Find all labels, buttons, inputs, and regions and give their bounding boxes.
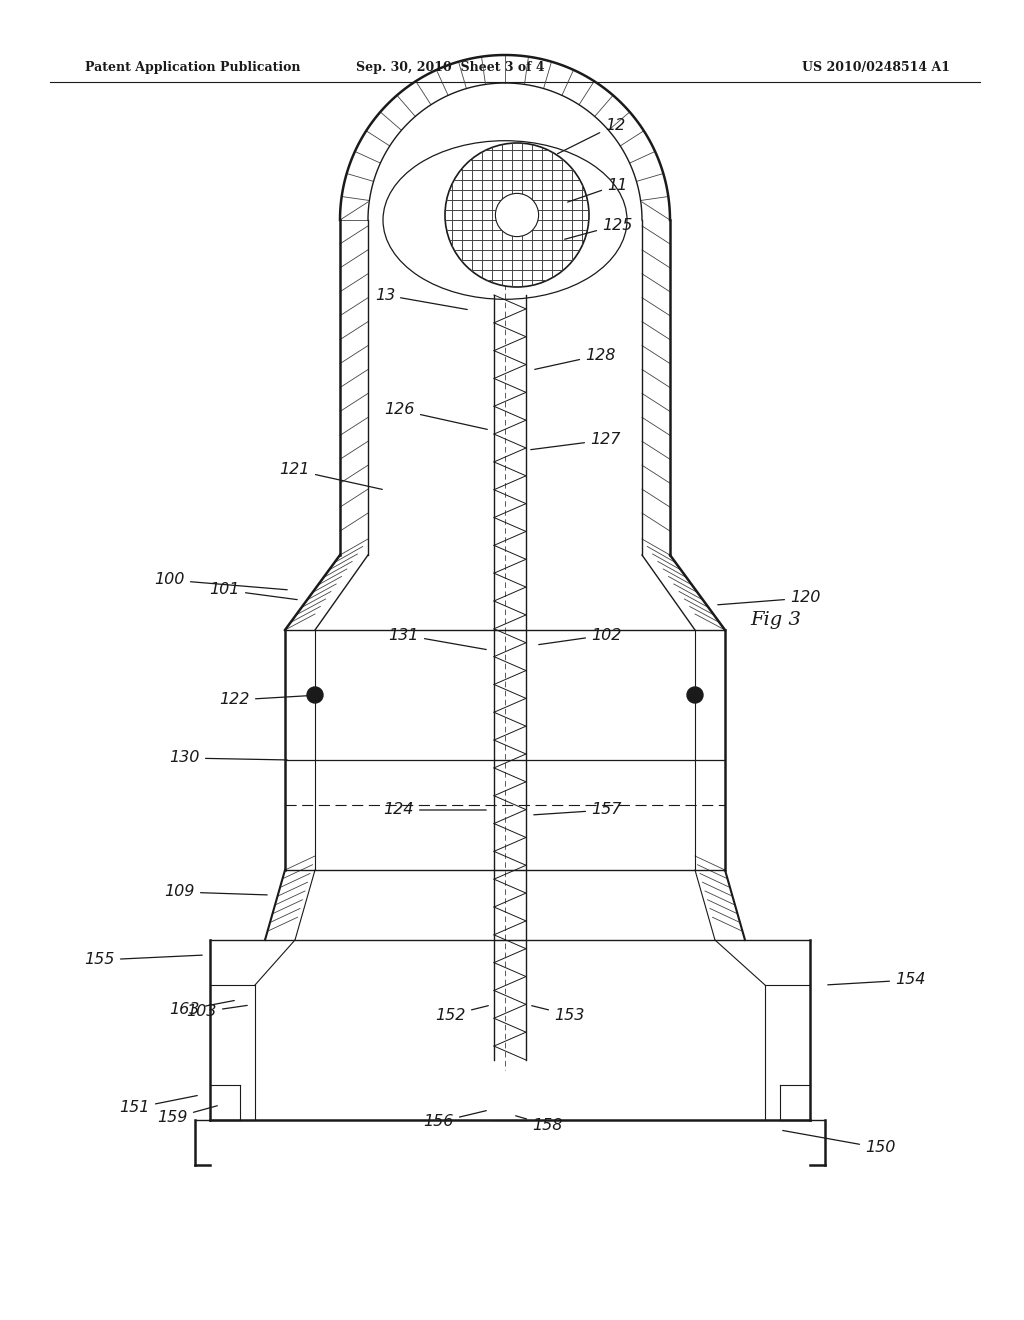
Text: 12: 12 [557,117,626,153]
Text: 103: 103 [186,1005,247,1019]
Text: 13: 13 [375,288,467,309]
Text: Sep. 30, 2010  Sheet 3 of 4: Sep. 30, 2010 Sheet 3 of 4 [355,62,545,74]
Text: 128: 128 [535,347,615,370]
Text: 122: 122 [219,693,317,708]
Text: 155: 155 [85,953,202,968]
Text: 154: 154 [827,973,926,987]
Text: 159: 159 [158,1106,217,1126]
Text: 101: 101 [210,582,297,599]
Text: 124: 124 [384,803,486,817]
Circle shape [496,194,539,236]
Text: 121: 121 [280,462,382,490]
Text: Fig 3: Fig 3 [750,611,801,630]
Text: 157: 157 [534,803,622,817]
Text: US 2010/0248514 A1: US 2010/0248514 A1 [802,62,950,74]
Text: 152: 152 [435,1006,488,1023]
Text: 127: 127 [530,433,621,450]
Circle shape [687,686,703,704]
Text: 130: 130 [170,751,287,766]
Text: 125: 125 [564,218,633,239]
Text: 158: 158 [516,1115,562,1133]
Text: 102: 102 [539,627,622,644]
Text: 150: 150 [782,1130,895,1155]
Text: 153: 153 [531,1006,585,1023]
Text: 156: 156 [424,1110,486,1130]
Text: 126: 126 [385,403,487,429]
Text: Patent Application Publication: Patent Application Publication [85,62,300,74]
Text: 120: 120 [718,590,820,606]
Text: 151: 151 [120,1096,198,1115]
Text: 109: 109 [165,884,267,899]
Circle shape [445,143,589,286]
Text: 11: 11 [567,177,628,202]
Text: 100: 100 [155,573,287,590]
Text: 163: 163 [170,1001,234,1018]
Text: 131: 131 [389,627,486,649]
Circle shape [307,686,323,704]
